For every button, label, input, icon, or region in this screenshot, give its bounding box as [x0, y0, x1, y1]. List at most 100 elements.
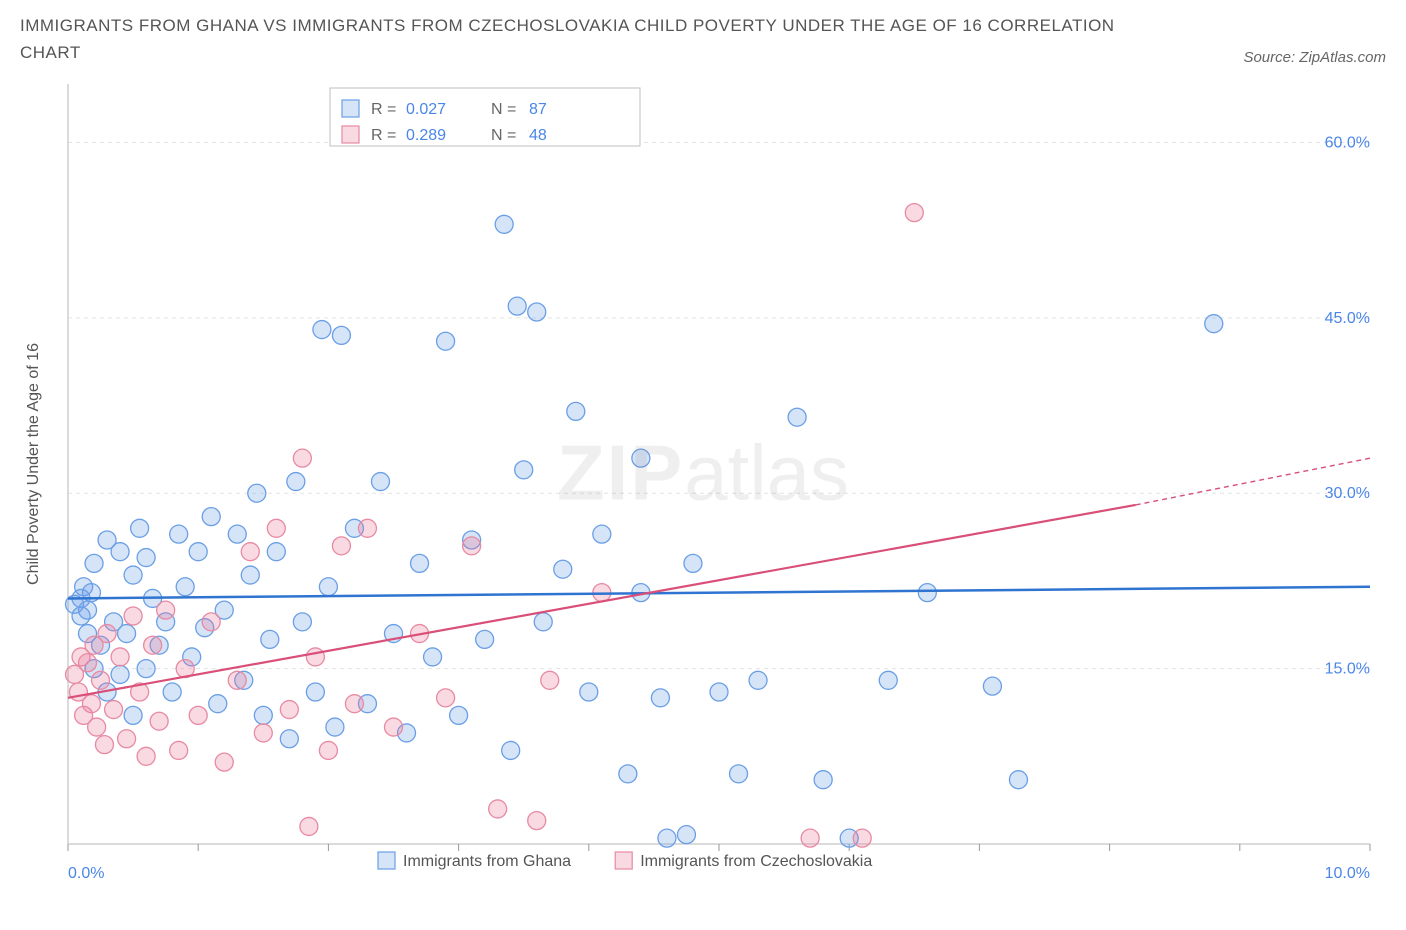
ghana-point [567, 403, 585, 421]
czech-point [853, 830, 871, 848]
czech-point [150, 713, 168, 731]
czech-point [528, 812, 546, 830]
czech-point [202, 613, 220, 631]
czech-point [157, 602, 175, 620]
header: IMMIGRANTS FROM GHANA VS IMMIGRANTS FROM… [20, 12, 1386, 66]
ghana-point [326, 718, 344, 736]
ghana-point [814, 771, 832, 789]
bottom-legend-label-ghana: Immigrants from Ghana [403, 853, 571, 870]
czech-point [215, 754, 233, 772]
bottom-legend-swatch-czech [615, 852, 632, 869]
ghana-point [495, 216, 513, 234]
ghana-point [508, 298, 526, 316]
ghana-point [593, 526, 611, 544]
czech-point [385, 718, 403, 736]
ghana-point [437, 333, 455, 351]
ghana-point [534, 613, 552, 631]
ghana-point [79, 602, 97, 620]
czech-point [801, 830, 819, 848]
ghana-point [1205, 315, 1223, 333]
ghana-point [118, 625, 136, 643]
czech-point [95, 736, 113, 754]
svg-text:N =: N = [491, 127, 516, 144]
ghana-point [411, 555, 429, 573]
ghana-point [313, 321, 331, 339]
czech-point [345, 695, 363, 713]
czech-point [170, 742, 188, 760]
chart-title: IMMIGRANTS FROM GHANA VS IMMIGRANTS FROM… [20, 12, 1120, 66]
ghana-point [137, 660, 155, 678]
svg-text:48: 48 [529, 127, 547, 144]
czech-point [144, 637, 162, 655]
czech-point [489, 800, 507, 818]
svg-text:87: 87 [529, 101, 547, 118]
ghana-point [170, 526, 188, 544]
czech-point [79, 654, 97, 672]
czech-point [137, 748, 155, 766]
svg-text:N =: N = [491, 101, 516, 118]
czech-point [111, 648, 129, 666]
ghana-point [176, 578, 194, 596]
ghana-point [261, 631, 279, 649]
czech-point [124, 607, 142, 625]
czech-point [280, 701, 298, 719]
ghana-point [658, 830, 676, 848]
ghana-point [619, 765, 637, 783]
source-label: Source: ZipAtlas.com [1243, 49, 1386, 66]
ghana-point [677, 826, 695, 844]
czech-point [306, 648, 324, 666]
ghana-point [202, 508, 220, 526]
czech-point [437, 689, 455, 707]
ghana-point [476, 631, 494, 649]
czech-point [300, 818, 318, 836]
ghana-point [332, 327, 350, 345]
ghana-point [228, 526, 246, 544]
ghana-point [371, 473, 389, 491]
ghana-point [879, 672, 897, 690]
czech-point [189, 707, 207, 725]
czech-point [105, 701, 123, 719]
ghana-point [287, 473, 305, 491]
svg-text:60.0%: 60.0% [1325, 135, 1370, 152]
czech-point [541, 672, 559, 690]
trend-line-ghana [68, 587, 1370, 599]
czech-point [905, 204, 923, 222]
legend-swatch-czech [342, 126, 359, 143]
czech-point [98, 625, 116, 643]
ghana-point [241, 566, 259, 584]
ghana-point [684, 555, 702, 573]
ghana-point [710, 683, 728, 701]
czech-point [358, 520, 376, 538]
svg-text:R =: R = [371, 127, 396, 144]
svg-text:R =: R = [371, 101, 396, 118]
ghana-point [163, 683, 181, 701]
ghana-point [651, 689, 669, 707]
ghana-point [730, 765, 748, 783]
ghana-point [502, 742, 520, 760]
czech-point [228, 672, 246, 690]
legend-swatch-ghana [342, 100, 359, 117]
ghana-point [254, 707, 272, 725]
ghana-point [248, 485, 266, 503]
bottom-legend-label-czech: Immigrants from Czechoslovakia [640, 853, 872, 870]
czech-point [293, 450, 311, 468]
svg-text:15.0%: 15.0% [1325, 661, 1370, 678]
svg-text:0.027: 0.027 [406, 101, 446, 118]
ghana-point [983, 678, 1001, 696]
czech-point [92, 672, 110, 690]
ghana-point [788, 409, 806, 427]
ghana-point [137, 549, 155, 567]
svg-text:0.0%: 0.0% [68, 865, 104, 882]
czech-point [463, 537, 481, 555]
czech-point [82, 695, 100, 713]
czech-point [319, 742, 337, 760]
ghana-point [450, 707, 468, 725]
ghana-point [528, 303, 546, 321]
ghana-point [85, 555, 103, 573]
chart-container: 0.0%10.0%15.0%30.0%45.0%60.0%Child Pover… [20, 74, 1386, 904]
svg-text:10.0%: 10.0% [1325, 865, 1370, 882]
scatter-chart: 0.0%10.0%15.0%30.0%45.0%60.0%Child Pover… [20, 74, 1386, 904]
ghana-point [267, 543, 285, 561]
svg-text:45.0%: 45.0% [1325, 310, 1370, 327]
ghana-point [918, 584, 936, 602]
